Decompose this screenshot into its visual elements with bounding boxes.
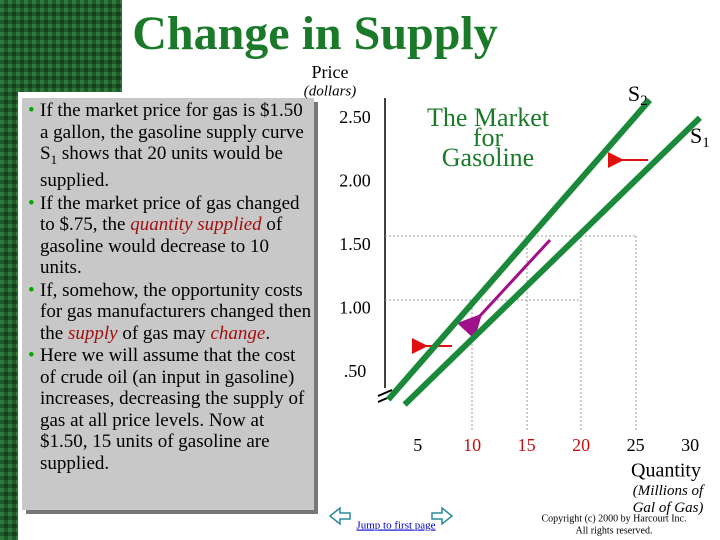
slide-title: Change in Supply — [132, 7, 498, 60]
supply-curve — [386, 98, 653, 402]
bullet-text: shows that 20 units would be supplied. — [40, 143, 283, 192]
emphasis: quantity supplied — [130, 214, 262, 236]
decor-strip — [0, 0, 18, 540]
bullet-text: If the market price for gas is $1.50 a g… — [40, 100, 304, 164]
axis-break — [377, 389, 393, 397]
guide-lines — [385, 235, 637, 430]
copyright: Copyright (c) 2000 by Harcourt Inc. — [542, 513, 687, 524]
y-axis-label: Price — [312, 62, 349, 82]
y-axis-sublabel: (dollars) — [304, 83, 357, 99]
nav-back[interactable] — [328, 506, 351, 526]
bullet-text: If, somehow, the opportunity costs for g… — [40, 279, 312, 344]
bullet: If, somehow, the opportunity costs for g… — [28, 280, 314, 345]
subscript: 1 — [50, 151, 58, 167]
bullet-text: of gasoline would decrease to 10 units. — [40, 214, 283, 279]
bullet: Here we will assume that the cost of cru… — [28, 345, 314, 474]
bullet-text: If the market price of gas changed to $.… — [40, 192, 300, 236]
bullet-list: If the market price for gas is $1.50 a g… — [28, 100, 314, 475]
x-tick-label: 10 — [463, 435, 481, 455]
chart-title: The Market for Gasoline — [427, 103, 550, 172]
x-tick-label: 30 — [681, 435, 699, 455]
series-label: S2 — [628, 81, 648, 109]
bullet: If the market price of gas changed to $.… — [28, 193, 314, 279]
x-tick-label: 5 — [413, 435, 422, 455]
y-tick-label: 1.50 — [339, 234, 371, 254]
movement-arrow — [456, 238, 552, 340]
bullet-text: . — [265, 322, 271, 344]
x-tick-label: 25 — [627, 435, 645, 455]
bullet-text: of gas may — [117, 322, 211, 344]
y-tick-label: 2.00 — [339, 171, 371, 191]
emphasis: change — [210, 322, 266, 344]
copyright: All rights reserved. — [576, 525, 653, 536]
y-tick-label: 2.50 — [339, 107, 371, 127]
nav-forward[interactable] — [431, 506, 454, 526]
x-tick-label: 20 — [572, 435, 590, 455]
y-tick-label: .50 — [344, 361, 367, 381]
series-label: S1 — [690, 123, 710, 151]
x-tick-label: 15 — [518, 435, 536, 455]
bullet-text: Here we will assume that the cost of cru… — [40, 345, 305, 474]
emphasis: supply — [67, 322, 118, 344]
supply-curve — [402, 115, 703, 407]
decor-block — [0, 0, 122, 92]
bullet: If the market price for gas is $1.50 a g… — [28, 100, 314, 192]
x-axis-sublabel: (Millions of Gal of Gas) — [633, 483, 705, 516]
nav-link[interactable]: Jump to first page — [356, 520, 435, 532]
y-tick-label: 1.00 — [339, 298, 371, 318]
x-axis-label: Quantity — [631, 460, 701, 482]
